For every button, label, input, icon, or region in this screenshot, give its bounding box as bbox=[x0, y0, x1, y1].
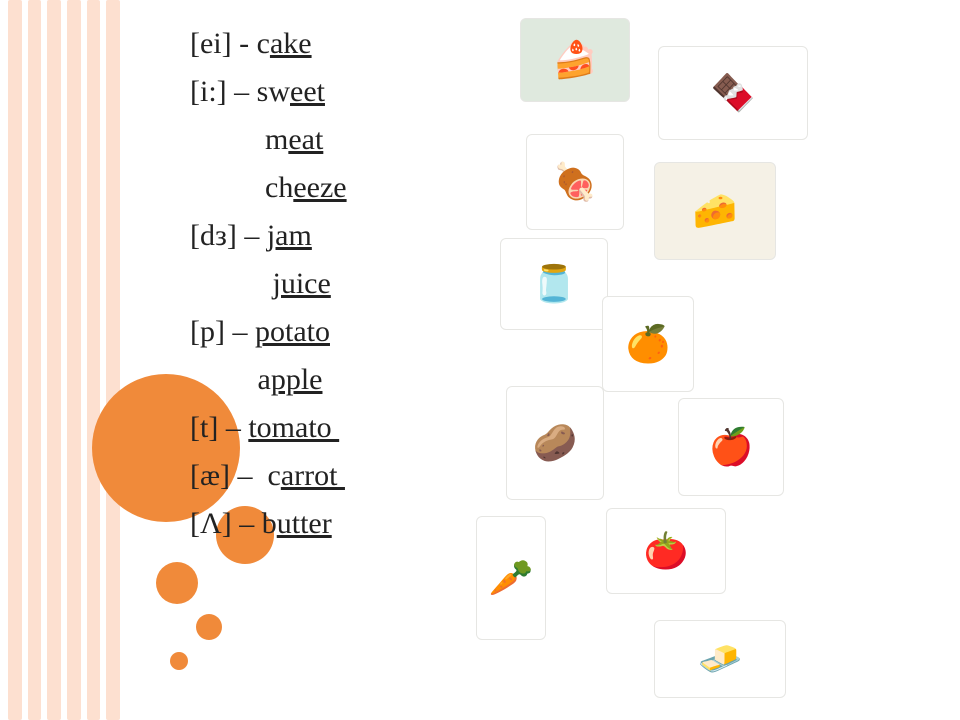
line-prefix: [dз] – bbox=[190, 219, 267, 252]
potato-image: 🥔 bbox=[506, 386, 604, 500]
jam-image: 🫙 bbox=[500, 238, 608, 330]
carrot-image: 🥕 bbox=[476, 516, 546, 640]
apple-icon: 🍎 bbox=[709, 426, 754, 468]
meat-image: 🍖 bbox=[526, 134, 624, 230]
phonetic-line: [æ] – carrot bbox=[190, 452, 347, 500]
stripe bbox=[47, 0, 61, 720]
phonetic-line: meat bbox=[190, 116, 347, 164]
line-underlined: pple bbox=[271, 363, 323, 396]
jam-icon: 🫙 bbox=[532, 263, 577, 305]
chocolate-icon: 🍫 bbox=[711, 72, 756, 114]
line-underlined: utter bbox=[277, 507, 332, 540]
line-underlined: jam bbox=[267, 219, 312, 252]
line-prefix: [t] – bbox=[190, 411, 248, 444]
phonetics-list: [ei] - cake[i:] – sweet meat cheeze[dз] … bbox=[190, 20, 347, 548]
line-underlined: arrot bbox=[281, 459, 345, 492]
phonetic-line: [ei] - cake bbox=[190, 20, 347, 68]
line-prefix: [p] – bbox=[190, 315, 255, 348]
phonetic-line: [i:] – sweet bbox=[190, 68, 347, 116]
cake-icon: 🍰 bbox=[553, 39, 598, 81]
apple-image: 🍎 bbox=[678, 398, 784, 496]
line-underlined: potato bbox=[255, 315, 330, 348]
line-underlined: ake bbox=[270, 27, 312, 60]
stripe bbox=[87, 0, 101, 720]
phonetic-line: cheeze bbox=[190, 164, 347, 212]
line-prefix: ch bbox=[190, 171, 293, 204]
cake-image: 🍰 bbox=[520, 18, 630, 102]
line-prefix: m bbox=[190, 123, 288, 156]
line-prefix: a bbox=[190, 363, 271, 396]
stripe bbox=[8, 0, 22, 720]
stripe bbox=[28, 0, 42, 720]
cheese-image: 🧀 bbox=[654, 162, 776, 260]
cheese-icon: 🧀 bbox=[693, 190, 738, 232]
orange-circle bbox=[170, 652, 188, 670]
line-prefix: [æ] – c bbox=[190, 459, 281, 492]
tomato-icon: 🍅 bbox=[644, 530, 689, 572]
phonetic-line: apple bbox=[190, 356, 347, 404]
phonetic-line: [Λ] – butter bbox=[190, 500, 347, 548]
potato-icon: 🥔 bbox=[533, 422, 578, 464]
line-prefix bbox=[190, 267, 273, 300]
line-prefix: [i:] – sw bbox=[190, 75, 290, 108]
chocolate-image: 🍫 bbox=[658, 46, 808, 140]
line-underlined: eeze bbox=[293, 171, 346, 204]
line-prefix: [Λ] – b bbox=[190, 507, 277, 540]
stripe bbox=[67, 0, 81, 720]
butter-icon: 🧈 bbox=[698, 638, 743, 680]
stripe bbox=[106, 0, 120, 720]
phonetic-line: juice bbox=[190, 260, 347, 308]
line-underlined: tomato bbox=[248, 411, 339, 444]
carrot-icon: 🥕 bbox=[489, 557, 534, 599]
line-underlined: eet bbox=[290, 75, 325, 108]
tomato-image: 🍅 bbox=[606, 508, 726, 594]
phonetic-line: [dз] – jam bbox=[190, 212, 347, 260]
line-prefix: [ei] - c bbox=[190, 27, 270, 60]
meat-icon: 🍖 bbox=[553, 161, 598, 203]
juice-icon: 🍊 bbox=[626, 323, 671, 365]
line-underlined: eat bbox=[288, 123, 323, 156]
orange-circle bbox=[196, 614, 222, 640]
juice-image: 🍊 bbox=[602, 296, 694, 392]
orange-circle bbox=[156, 562, 198, 604]
line-underlined: juice bbox=[273, 267, 331, 300]
butter-image: 🧈 bbox=[654, 620, 786, 698]
left-stripes bbox=[0, 0, 120, 720]
phonetic-line: [p] – potato bbox=[190, 308, 347, 356]
phonetic-line: [t] – tomato bbox=[190, 404, 347, 452]
